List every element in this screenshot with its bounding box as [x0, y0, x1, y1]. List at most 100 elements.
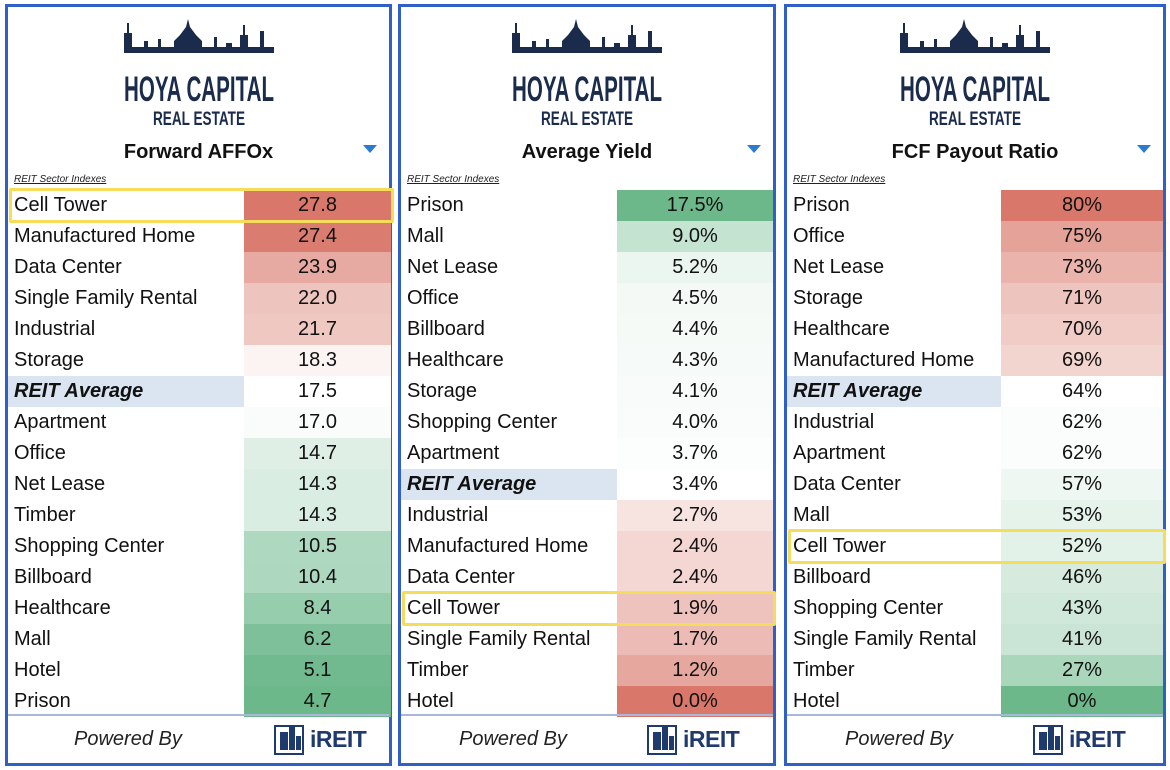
sector-value: 2.4%: [617, 562, 773, 593]
sector-name: Healthcare: [793, 318, 890, 340]
table-row: Prison 4.7: [8, 686, 391, 717]
sector-value: 70%: [1001, 314, 1163, 345]
sector-name: Industrial: [793, 411, 875, 433]
sector-name: Single Family Rental: [14, 287, 198, 309]
sector-value: 17.0: [244, 407, 391, 438]
logo-line2: REAL ESTATE: [541, 109, 633, 130]
metric-dropdown-icon[interactable]: [1137, 145, 1151, 153]
sector-name: Storage: [793, 287, 864, 309]
table-caption: REIT Sector Indexes: [14, 174, 107, 185]
table-row: Billboard 46%: [787, 562, 1163, 593]
logo-line1: HOYA CAPITAL: [124, 70, 274, 109]
logo-line2: REAL ESTATE: [929, 109, 1021, 130]
sector-name: Office: [793, 225, 845, 247]
sector-name: Office: [14, 442, 66, 464]
sector-name: Timber: [14, 504, 76, 526]
sector-name: Healthcare: [14, 597, 111, 619]
table-row: Single Family Rental 41%: [787, 624, 1163, 655]
sector-value: 14.3: [244, 500, 391, 531]
sector-value: 52%: [1001, 531, 1163, 562]
sector-name: REIT Average: [8, 376, 244, 407]
table-row: Net Lease 14.3: [8, 469, 391, 500]
powered-by-label: Powered By: [459, 728, 567, 750]
sector-value: 4.3%: [617, 345, 773, 376]
metric-panel: HOYA CAPITAL REAL ESTATE Average Yield REIT…: [398, 4, 776, 766]
table-row: Net Lease 73%: [787, 252, 1163, 283]
table-rows: Prison 80% Office 75% Net Lease 73% Storage 71%…: [787, 190, 1163, 717]
table-row: Shopping Center 4.0%: [401, 407, 773, 438]
sector-name: Timber: [793, 659, 855, 681]
sector-value: 80%: [1001, 190, 1163, 221]
sector-value: 21.7: [244, 314, 391, 345]
table-row: Billboard 10.4: [8, 562, 391, 593]
table-row: Cell Tower 52%: [787, 531, 1163, 562]
sector-value: 27.8: [244, 190, 391, 221]
sector-name: Manufactured Home: [14, 225, 196, 247]
panel-footer: Powered By iREIT: [401, 714, 773, 763]
sector-name: Prison: [407, 194, 464, 216]
ireit-wordmark: iREIT: [683, 726, 740, 752]
table-row: Timber 27%: [787, 655, 1163, 686]
ireit-logo: iREIT: [647, 724, 740, 755]
skyline-icon: [123, 19, 274, 53]
sector-value: 4.7: [244, 686, 391, 717]
ireit-wordmark: iREIT: [1069, 726, 1126, 752]
sector-value: 73%: [1001, 252, 1163, 283]
sector-name: Manufactured Home: [793, 349, 975, 371]
sector-value: 6.2: [244, 624, 391, 655]
logo-area: HOYA CAPITAL REAL ESTATE: [8, 13, 389, 131]
table-row: Healthcare 4.3%: [401, 345, 773, 376]
table-row: Billboard 4.4%: [401, 314, 773, 345]
table-row: Industrial 21.7: [8, 314, 391, 345]
sector-value: 10.4: [244, 562, 391, 593]
table-row: Hotel 5.1: [8, 655, 391, 686]
table-row: Manufactured Home 27.4: [8, 221, 391, 252]
panel-title: Average Yield: [521, 141, 653, 163]
sector-name: Industrial: [407, 504, 489, 526]
sector-value: 27.4: [244, 221, 391, 252]
sector-name: Shopping Center: [793, 597, 944, 619]
sector-name: Net Lease: [793, 256, 885, 278]
table-rows: Cell Tower 27.8 Manufactured Home 27.4 Data …: [8, 190, 391, 717]
table-row: Timber 14.3: [8, 500, 391, 531]
sector-value: 10.5: [244, 531, 391, 562]
sector-value: 46%: [1001, 562, 1163, 593]
table-row: Storage 71%: [787, 283, 1163, 314]
sector-name: Manufactured Home: [407, 535, 589, 557]
metric-dropdown-icon[interactable]: [363, 145, 377, 153]
sector-name: Prison: [14, 690, 71, 712]
table-row: Storage 4.1%: [401, 376, 773, 407]
sector-value: 69%: [1001, 345, 1163, 376]
sector-value: 75%: [1001, 221, 1163, 252]
metric-dropdown-icon[interactable]: [747, 145, 761, 153]
skyline-icon: [512, 19, 662, 53]
panel-footer: Powered By iREIT: [787, 714, 1163, 763]
sector-value: 4.0%: [617, 407, 773, 438]
sector-name: REIT Average: [787, 376, 1001, 407]
sector-value: 4.4%: [617, 314, 773, 345]
table-row: Office 4.5%: [401, 283, 773, 314]
skyline-icon: [900, 19, 1050, 53]
table-caption: REIT Sector Indexes: [793, 174, 886, 185]
sector-name: Apartment: [793, 442, 886, 464]
sector-name: Apartment: [407, 442, 500, 464]
sector-value: 5.2%: [617, 252, 773, 283]
sector-value: 3.4%: [617, 469, 773, 500]
panel-footer: Powered By iREIT: [8, 714, 389, 763]
sector-value: 62%: [1001, 438, 1163, 469]
table-row: Healthcare 70%: [787, 314, 1163, 345]
panel-title: FCF Payout Ratio: [891, 141, 1059, 163]
sector-value: 14.3: [244, 469, 391, 500]
sector-name: Billboard: [14, 566, 92, 588]
logo-area: HOYA CAPITAL REAL ESTATE: [787, 13, 1163, 131]
sector-name: Hotel: [793, 690, 840, 712]
table-row: Shopping Center 43%: [787, 593, 1163, 624]
sector-name: Single Family Rental: [407, 628, 591, 650]
sector-name: Net Lease: [407, 256, 499, 278]
sector-name: Net Lease: [14, 473, 106, 495]
sector-value: 0.0%: [617, 686, 773, 717]
sector-name: Storage: [14, 349, 85, 371]
table-row: Hotel 0.0%: [401, 686, 773, 717]
